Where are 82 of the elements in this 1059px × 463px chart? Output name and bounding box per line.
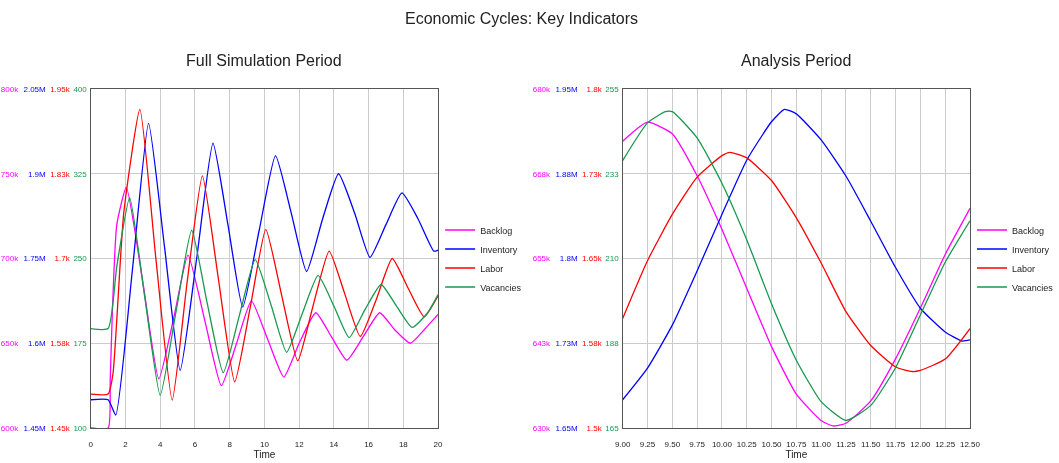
y3-tick-label: 1.45k: [50, 423, 71, 433]
y3-tick-label: 1.58k: [582, 339, 603, 349]
y-tick-label: 188: [605, 339, 620, 349]
x-tick-label: 6: [192, 439, 198, 449]
legend-label: Labor: [480, 263, 504, 274]
y-tick-label: 210: [605, 254, 620, 264]
text: Economic Cycles: Key Indicators: [405, 10, 638, 27]
x-tick-label: 12.25: [935, 439, 956, 449]
x-tick-label: 10.00: [711, 439, 733, 449]
y3-tick-label: 1.95k: [50, 84, 71, 94]
x-tick-label: 4: [157, 439, 163, 449]
x-tick-label: 9.75: [689, 439, 706, 449]
y3-tick-label: 1.65k: [582, 254, 603, 264]
y-tick-label: 643k: [532, 339, 552, 349]
legend-label: Backlog: [1012, 225, 1045, 236]
y2-tick-label: 1.45M: [23, 423, 47, 433]
x-tick-label: 10.75: [786, 439, 807, 449]
chart-title: Full Simulation Period: [186, 52, 342, 69]
y-tick-label: 165: [605, 423, 620, 433]
x-tick-label: 11.75: [885, 439, 906, 449]
legend-label: Vacancies: [480, 282, 522, 293]
y-tick-label: 255: [605, 84, 620, 94]
y3-tick-label: 1.5k: [586, 423, 603, 433]
y2-tick-label: 1.8M: [559, 254, 578, 264]
y3-tick-label: 1.8k: [586, 84, 603, 94]
y-tick-label: 630k: [532, 423, 552, 433]
legend-label: Inventory: [480, 244, 518, 255]
legend-label: Vacancies: [1012, 282, 1054, 293]
y-tick-label: 100: [73, 423, 88, 433]
y-tick-label: 400: [73, 84, 88, 94]
x-axis-title: Time: [785, 448, 808, 460]
y-tick-label: 680k: [532, 84, 552, 94]
x-tick-label: 11.25: [836, 439, 857, 449]
x-tick-label: 12.00: [910, 439, 931, 449]
y2-tick-label: 1.9M: [27, 169, 47, 179]
x-axis-title: Time: [253, 448, 276, 460]
y-tick-label: 600k: [0, 423, 20, 433]
x-tick-label: 10: [259, 439, 270, 449]
x-tick-label: 10.50: [761, 439, 783, 449]
x-tick-label: 0: [88, 439, 94, 449]
y2-tick-label: 1.88M: [555, 169, 579, 179]
y3-tick-label: 1.58k: [50, 339, 71, 349]
y3-tick-label: 1.73k: [582, 169, 603, 179]
x-tick-label: 8: [227, 439, 233, 449]
x-tick-label: 14: [329, 439, 339, 449]
line-series: [622, 151, 970, 373]
y-tick-label: 175: [73, 339, 88, 349]
x-tick-label: 9.25: [639, 439, 656, 449]
y2-tick-label: 1.95M: [555, 84, 579, 94]
y-tick-label: 325: [73, 169, 88, 179]
x-tick-label: 12: [294, 439, 305, 449]
x-tick-label: 10.25: [736, 439, 758, 449]
x-tick-label: 11.00: [811, 439, 832, 449]
y-tick-label: 800k: [0, 84, 20, 94]
x-tick-label: 11.50: [861, 439, 882, 449]
y2-tick-label: 1.73M: [555, 339, 579, 349]
x-tick-label: 20: [433, 439, 444, 449]
y-tick-label: 655k: [532, 254, 552, 264]
x-tick-label: 16: [364, 439, 374, 449]
y-tick-label: 250: [73, 254, 88, 264]
x-tick-label: 2: [123, 439, 129, 449]
x-tick-label: 9.50: [664, 439, 681, 449]
y-tick-label: 650k: [0, 339, 20, 349]
x-tick-label: 12.50: [959, 439, 981, 449]
y-tick-label: 233: [605, 169, 620, 179]
legend-label: Inventory: [1012, 244, 1050, 255]
y3-tick-label: 1.83k: [50, 169, 71, 179]
x-tick-label: 9.00: [614, 439, 631, 449]
chart-title: Analysis Period: [741, 52, 852, 69]
y2-tick-label: 1.75M: [23, 254, 47, 264]
line-series: [90, 196, 439, 396]
line-series: [90, 186, 439, 428]
y-tick-label: 668k: [532, 169, 552, 179]
y2-tick-label: 1.65M: [555, 423, 579, 433]
x-tick-label: 18: [398, 439, 409, 449]
y2-tick-label: 2.05M: [23, 84, 47, 94]
y2-tick-label: 1.6M: [27, 339, 47, 349]
y-tick-label: 700k: [0, 254, 20, 264]
legend-label: Labor: [1012, 263, 1036, 274]
legend-label: Backlog: [480, 225, 513, 236]
y3-tick-label: 1.7k: [54, 254, 71, 264]
y-tick-label: 750k: [0, 169, 20, 179]
